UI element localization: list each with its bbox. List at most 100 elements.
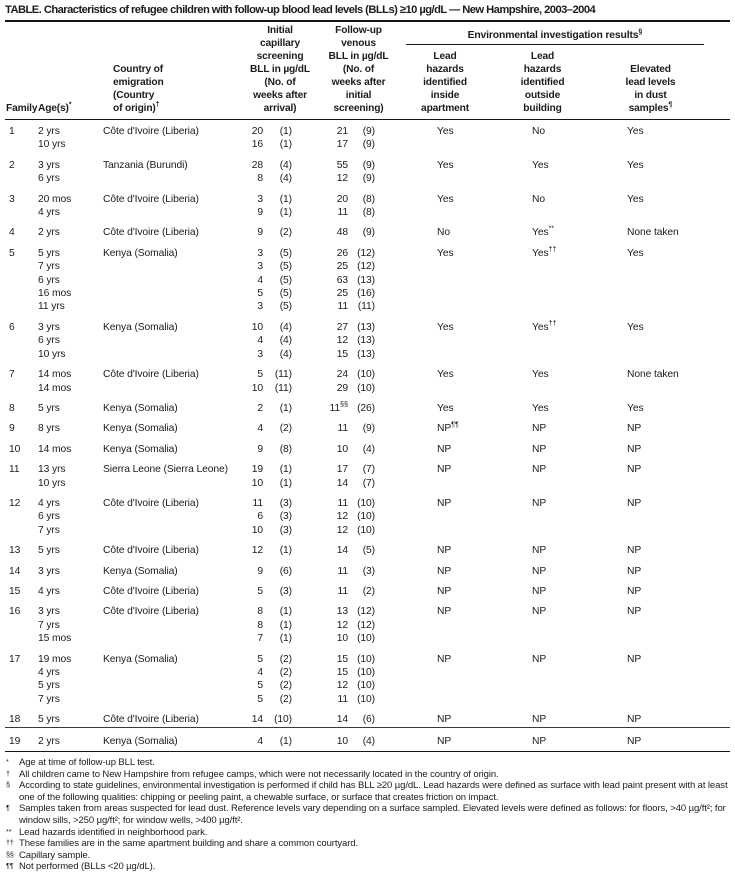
- bll-line: 14 (7): [317, 477, 400, 490]
- header-line: lead levels: [625, 77, 676, 88]
- dust-samples-cell: NP: [627, 653, 642, 665]
- age-line: 4 yrs: [38, 207, 60, 219]
- bll-line: 20 (1): [243, 125, 317, 138]
- bll-value: 29: [336, 382, 348, 394]
- country-cell: Kenya (Somalia): [103, 247, 178, 259]
- bll-weeks: (10): [357, 524, 375, 536]
- age-line: 5 yrs: [38, 680, 60, 692]
- bll-value: 14: [336, 477, 348, 489]
- ages-cell: 4 yrs 6 yrs 7 yrs: [38, 490, 103, 537]
- bll-weeks: (9): [362, 159, 375, 171]
- hazards-outside-cell: NP: [532, 497, 547, 509]
- table-row-family-8: 8 5 yrs Kenya (Somalia) 2 (1) 11§§ (26) Yes Yes Y…: [5, 395, 730, 415]
- bll-weeks: (12): [357, 247, 375, 259]
- ages-cell: 3 yrs 6 yrs: [38, 152, 103, 186]
- bll-value: 25: [336, 288, 348, 300]
- bll-weeks: (3): [279, 497, 292, 509]
- bll-line: 12 (12): [317, 619, 400, 632]
- bll-weeks: (26): [357, 402, 375, 414]
- age-line: 7 yrs: [38, 693, 60, 705]
- country-cell: Kenya (Somalia): [103, 443, 178, 455]
- bll-value: 28: [251, 159, 263, 171]
- bll-value: 11: [337, 693, 349, 705]
- followup-bll-cell: 15 (10) 15 (10) 12 (10) 11 (10): [317, 646, 400, 707]
- bll-weeks: (4): [279, 335, 292, 347]
- initial-bll-cell: 9 (2): [243, 219, 317, 239]
- header-line: (Country: [113, 90, 155, 101]
- table-row-family-6: 6 3 yrs 6 yrs 10 yrs Kenya (Somalia) 10 (4) 4 (4…: [5, 314, 730, 361]
- bll-weeks: (10): [357, 511, 375, 523]
- hazards-outside-cell: Yes††: [532, 244, 557, 259]
- bll-value: 5: [257, 369, 263, 381]
- header-line: initial: [345, 90, 372, 101]
- table-row-family-12: 12 4 yrs 6 yrs 7 yrs Côte d'Ivoire (Liberia)…: [5, 490, 730, 537]
- dust-samples-cell: NP: [627, 585, 642, 597]
- bll-line: 10 (1): [243, 477, 317, 490]
- hazards-inside-cell: Yes: [437, 247, 454, 259]
- hazards-outside-cell: NP: [532, 606, 547, 618]
- bll-weeks: (3): [279, 511, 292, 523]
- dust-samples-cell: Yes: [627, 193, 644, 205]
- bll-value: 4: [257, 274, 263, 286]
- header-line: weeks after: [331, 77, 386, 88]
- age-line: 10 yrs: [38, 348, 66, 360]
- footnote: † All children came to New Hampshire from…: [5, 769, 730, 781]
- bll-line: 10 (3): [243, 524, 317, 537]
- bll-weeks: (1): [279, 606, 292, 618]
- bll-line: 10 (4): [317, 443, 400, 456]
- age-line: 2 yrs: [38, 126, 60, 137]
- table-row-family-2: 2 3 yrs 6 yrs Tanzania (Burundi) 28 (4) 8 (4) 55…: [5, 152, 730, 186]
- hazards-inside-cell: Yes: [437, 159, 454, 171]
- ages-cell: 3 yrs: [38, 558, 103, 578]
- bll-value: 9: [257, 565, 263, 577]
- footnote-marker: ¶¶: [6, 861, 14, 871]
- header-line: venous: [341, 38, 376, 49]
- bll-weeks: (10): [357, 693, 375, 705]
- hazards-outside-cell: Yes: [532, 369, 549, 381]
- bll-weeks: (6): [362, 714, 375, 726]
- bll-weeks: (6): [279, 565, 292, 577]
- table-title: TABLE. Characteristics of refugee childr…: [5, 4, 730, 22]
- bll-value: 25: [336, 261, 348, 273]
- header-line: screening): [333, 103, 384, 114]
- family-cell: 5: [9, 247, 15, 259]
- age-line: 5 yrs: [38, 247, 60, 259]
- dust-samples-cell: NP: [627, 443, 642, 455]
- age-line: 2 yrs: [38, 227, 60, 239]
- family-cell: 16: [9, 606, 21, 618]
- bll-value: 10: [336, 633, 348, 645]
- hazards-inside-cell: NP: [437, 497, 452, 509]
- bll-line: 27 (13): [317, 321, 400, 334]
- age-line: 7 yrs: [38, 619, 60, 631]
- bll-value: 55: [336, 159, 348, 171]
- hazards-inside-cell: NP: [437, 565, 452, 577]
- age-line: 3 yrs: [38, 565, 60, 577]
- dust-samples-cell: Yes: [627, 321, 644, 333]
- dust-samples-cell: NP: [627, 714, 642, 726]
- table-row-family-10: 10 14 mos Kenya (Somalia) 9 (8) 10 (4) NP NP NP: [5, 436, 730, 456]
- bll-value: 11§§: [329, 399, 349, 414]
- hazards-outside-cell: NP: [532, 545, 547, 557]
- family-cell: 10: [9, 443, 21, 455]
- followup-bll-cell: 24 (10) 29 (10): [317, 361, 400, 395]
- bll-value: 7: [257, 633, 263, 645]
- hazards-outside-cell: NP: [532, 443, 547, 455]
- age-line: 6 yrs: [38, 173, 60, 185]
- bll-weeks: (7): [362, 477, 375, 489]
- age-line: 11 yrs: [38, 301, 65, 313]
- superscript-marker: **: [548, 224, 555, 234]
- country-cell: Kenya (Somalia): [103, 653, 178, 665]
- bll-line: 4 (4): [243, 334, 317, 347]
- header-line: of origin)†: [113, 99, 160, 114]
- bll-weeks: (5): [279, 274, 292, 286]
- header-line: weeks after: [253, 90, 307, 101]
- hazards-inside-cell: Yes: [437, 402, 454, 414]
- bll-line: 29 (10): [317, 382, 400, 395]
- bll-line: 14 (6): [317, 713, 400, 726]
- bll-value: 3: [257, 247, 263, 259]
- bll-weeks: (1): [279, 633, 292, 645]
- hazards-outside-cell: Yes††: [532, 318, 557, 333]
- bll-weeks: (11): [357, 301, 375, 313]
- bll-value: 5: [257, 585, 263, 597]
- hazards-outside-cell: Yes: [532, 159, 549, 171]
